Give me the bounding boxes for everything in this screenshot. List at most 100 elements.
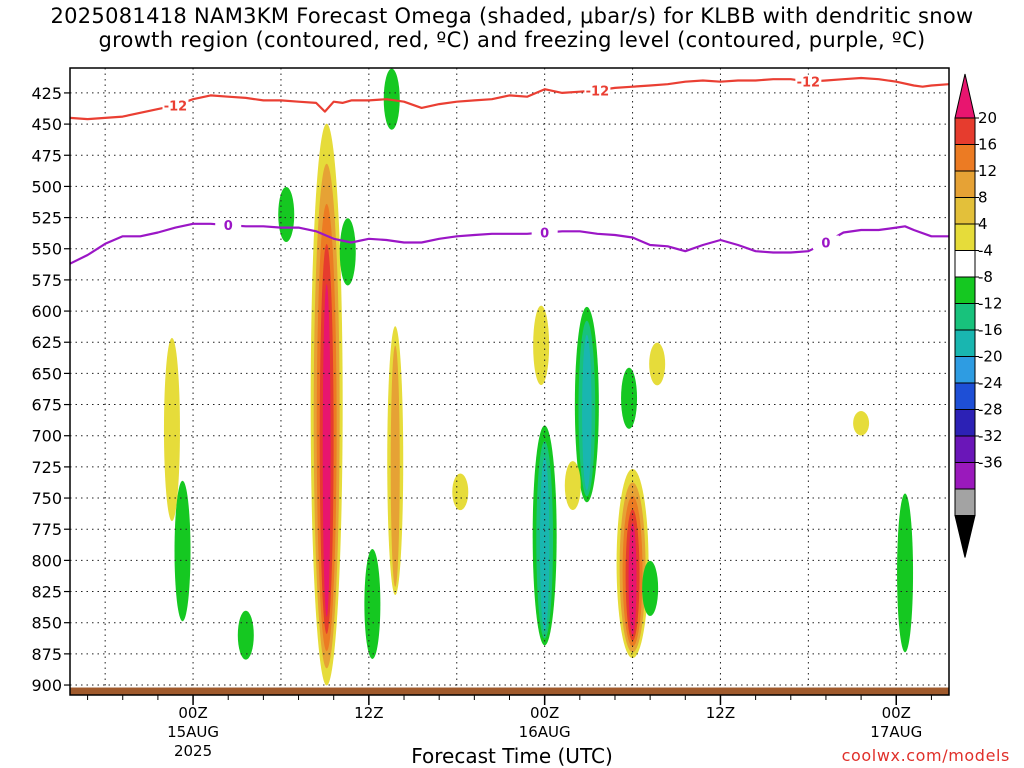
colorbar-label: -8	[978, 268, 993, 286]
contour-label-bg	[795, 74, 822, 89]
omega-level-fill	[174, 480, 191, 622]
colorbar-label: 16	[978, 136, 997, 154]
temperature-contours: -12 -12 -12 0 0 0	[70, 74, 949, 695]
y-axis: 425 450 475 500 525 550 575 600 625 650 675 700 725 7…	[31, 84, 70, 695]
colorbar-label: -16	[978, 321, 1003, 339]
colorbar-label: -28	[978, 401, 1003, 419]
omega-cell	[642, 560, 659, 616]
colorbar-label: -20	[978, 348, 1003, 366]
colorbar-swatch	[954, 356, 976, 384]
omega-cell	[237, 610, 254, 660]
y-tick-label: 825	[31, 583, 62, 602]
contour-label-bg	[531, 225, 558, 240]
omega-cell	[621, 367, 638, 429]
colorbar-swatch	[954, 197, 976, 225]
colorbar-label: 8	[978, 189, 988, 207]
title-line-1: 2025081418 NAM3KM Forecast Omega (shaded…	[50, 4, 974, 28]
x-tick-date: 16AUG	[519, 723, 571, 741]
x-tick-label: 12Z	[706, 704, 735, 722]
omega-shading	[163, 68, 914, 686]
x-axis-label: Forecast Time (UTC)	[411, 744, 613, 768]
x-tick-label: 12Z	[354, 704, 383, 722]
contour-label: 0	[224, 219, 233, 234]
colorbar: 20 16 12 8 4 -4 -8 -12 -16 -20 -24 -28 -32 -36	[954, 73, 1003, 558]
colorbar-swatch	[954, 435, 976, 463]
colorbar-swatch	[954, 303, 976, 331]
x-tick-date: 17AUG	[870, 723, 922, 741]
omega-cell	[897, 493, 914, 653]
colorbar-swatch	[954, 250, 976, 278]
x-tick-label: 00Z	[882, 704, 911, 722]
y-tick-label: 425	[31, 84, 62, 103]
colorbar-swatch	[954, 488, 976, 516]
x-tick-label: 00Z	[178, 704, 207, 722]
omega-level-fill	[649, 342, 666, 386]
omega-cell	[533, 305, 550, 386]
contour-label: 0	[821, 237, 830, 252]
omega-level-fill	[642, 560, 659, 616]
omega-cell	[564, 461, 581, 511]
omega-level-fill	[897, 493, 914, 653]
colorbar-swatch	[954, 170, 976, 198]
plot-frame	[69, 67, 950, 696]
omega-level-fill	[364, 549, 381, 659]
omega-level-fill	[322, 284, 331, 617]
y-tick-label: 675	[31, 396, 62, 415]
omega-level-fill	[237, 610, 254, 660]
y-tick-label: 775	[31, 520, 62, 539]
colorbar-swatch	[954, 382, 976, 410]
y-tick-label: 625	[31, 333, 62, 352]
colorbar-label: -32	[978, 427, 1003, 445]
y-tick-label: 550	[31, 240, 62, 259]
omega-cell	[174, 480, 191, 622]
colorbar-label: 20	[978, 109, 997, 127]
omega-level-fill	[533, 305, 550, 386]
contour-label: -12	[164, 99, 188, 114]
omega-level-fill	[339, 218, 356, 286]
colorbar-label: 4	[978, 215, 988, 233]
y-tick-label: 475	[31, 146, 62, 165]
colorbar-label: -24	[978, 374, 1003, 392]
omega-level-fill	[564, 461, 581, 511]
y-tick-label: 500	[31, 177, 62, 196]
y-tick-label: 900	[31, 676, 62, 695]
colorbar-label: 12	[978, 162, 997, 180]
colorbar-label: -36	[978, 454, 1003, 472]
y-tick-label: 850	[31, 614, 62, 633]
colorbar-swatch	[954, 409, 976, 437]
omega-level-fill	[582, 334, 592, 491]
contour-label-bg	[162, 98, 189, 113]
colorbar-label: -4	[978, 242, 993, 260]
y-tick-label: 600	[31, 302, 62, 321]
contour-label-bg	[812, 235, 839, 250]
y-tick-label: 800	[31, 551, 62, 570]
y-tick-label: 450	[31, 115, 62, 134]
contour-label-bg	[584, 83, 611, 98]
colorbar-swatch	[954, 276, 976, 304]
omega-cell	[853, 411, 870, 436]
colorbar-arrow-bottom	[954, 515, 976, 558]
omega-level-fill	[163, 337, 180, 522]
colorbar-swatch	[954, 117, 976, 145]
title-line-2: growth region (contoured, red, ºC) and f…	[98, 28, 926, 52]
contour-label-bg	[215, 218, 242, 233]
y-tick-label: 700	[31, 427, 62, 446]
credit-link[interactable]: coolwx.com/models	[841, 746, 1010, 765]
contour-label: -12	[797, 76, 821, 91]
contour-label: 0	[540, 227, 549, 242]
x-tick-year: 2025	[174, 742, 212, 760]
colorbar-label: -12	[978, 295, 1003, 313]
y-tick-label: 750	[31, 489, 62, 508]
omega-level-fill	[853, 411, 870, 436]
x-tick-date: 15AUG	[167, 723, 219, 741]
y-tick-label: 725	[31, 458, 62, 477]
colorbar-swatch	[954, 329, 976, 357]
contour-label: -12	[586, 84, 610, 99]
y-tick-label: 650	[31, 364, 62, 383]
colorbar-arrow-top	[954, 73, 976, 119]
omega-level-fill	[621, 367, 638, 429]
omega-cell	[532, 425, 557, 646]
colorbar-swatch	[954, 462, 976, 490]
